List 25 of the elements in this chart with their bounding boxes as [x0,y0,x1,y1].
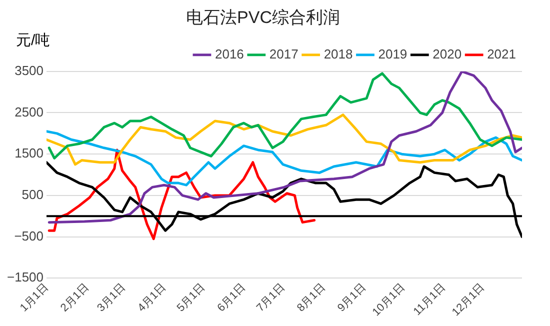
x-tick-label: 2月1日 [58,282,92,314]
y-tick-label: 1500 [14,146,44,161]
x-tick-label: 6月1日 [215,282,248,314]
x-tick-label: 12月1日 [450,282,488,319]
legend-label: 2017 [269,46,298,62]
x-tick-label: 7月1日 [254,282,288,314]
legend-label: 2016 [214,46,244,62]
y-tick-label: −500 [14,228,44,244]
x-tick-label: 1月1日 [18,282,51,314]
y-tick-label: 2500 [14,104,44,120]
legend-label: 2019 [378,46,408,62]
y-tick-label: 500 [22,187,44,202]
x-tick-label: 4月1日 [136,282,168,314]
y-tick-label: 3500 [14,62,44,78]
legend-label: 2018 [324,46,353,62]
y-axis-title: 元/吨 [16,32,50,50]
x-tick-label: 11月1日 [411,282,448,318]
x-tick-label: 8月1日 [295,282,328,314]
x-tick-label: 9月1日 [336,282,368,314]
x-tick-label: 5月1日 [174,282,208,314]
legend-label: 2020 [432,46,462,62]
chart-title: 电石法PVC综合利润 [186,8,340,27]
legend-label: 2021 [487,46,516,62]
x-tick-label: 10月1日 [370,282,408,319]
x-tick-label: 3月1日 [95,282,128,314]
